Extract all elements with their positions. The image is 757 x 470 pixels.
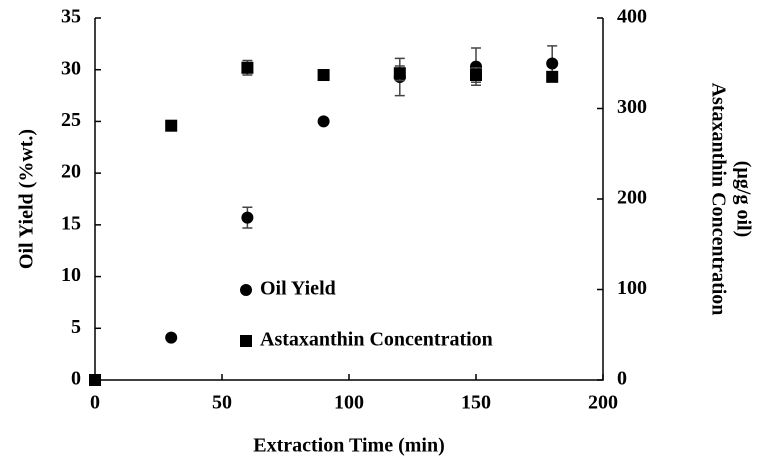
y-tick-label: 0 bbox=[71, 368, 81, 390]
y2-tick-label: 100 bbox=[617, 277, 647, 299]
legend-label: Oil Yield bbox=[260, 278, 336, 300]
y-tick-label: 15 bbox=[61, 212, 81, 234]
point bbox=[317, 69, 330, 82]
y2-tick-label: 300 bbox=[617, 96, 647, 118]
point bbox=[241, 211, 254, 224]
point bbox=[393, 67, 406, 80]
x-tick-label: 50 bbox=[212, 392, 232, 414]
legend-label: Astaxanthin Concentration bbox=[260, 329, 493, 351]
y2-tick-label: 0 bbox=[617, 368, 627, 390]
legend-marker bbox=[240, 284, 252, 296]
x-tick-label: 150 bbox=[461, 392, 491, 414]
y-tick-label: 35 bbox=[61, 6, 81, 28]
x-axis-label: Extraction Time (min) bbox=[253, 435, 444, 457]
y2-axis-label: Astaxanthin Concentration bbox=[707, 83, 729, 316]
legend-marker bbox=[240, 335, 252, 347]
x-tick-label: 100 bbox=[334, 392, 364, 414]
point bbox=[546, 70, 559, 83]
point bbox=[165, 331, 178, 344]
y-tick-label: 5 bbox=[71, 316, 81, 338]
point bbox=[89, 374, 101, 386]
y-tick-label: 10 bbox=[61, 264, 81, 286]
y-axis-label: Oil Yield (%wt.) bbox=[16, 129, 38, 269]
point bbox=[317, 115, 330, 128]
y2-tick-label: 200 bbox=[617, 187, 647, 209]
axis-frame bbox=[94, 18, 604, 381]
x-tick-label: 0 bbox=[90, 392, 100, 414]
point bbox=[165, 119, 178, 132]
y-tick-label: 20 bbox=[61, 161, 81, 183]
y2-tick-label: 400 bbox=[617, 6, 647, 28]
y2-axis-label: (µg/g oil) bbox=[732, 161, 754, 238]
point bbox=[546, 57, 559, 70]
x-tick-label: 200 bbox=[588, 392, 618, 414]
point bbox=[241, 61, 254, 74]
y-tick-label: 30 bbox=[61, 57, 81, 79]
y-tick-label: 25 bbox=[61, 109, 81, 131]
point bbox=[470, 69, 482, 82]
